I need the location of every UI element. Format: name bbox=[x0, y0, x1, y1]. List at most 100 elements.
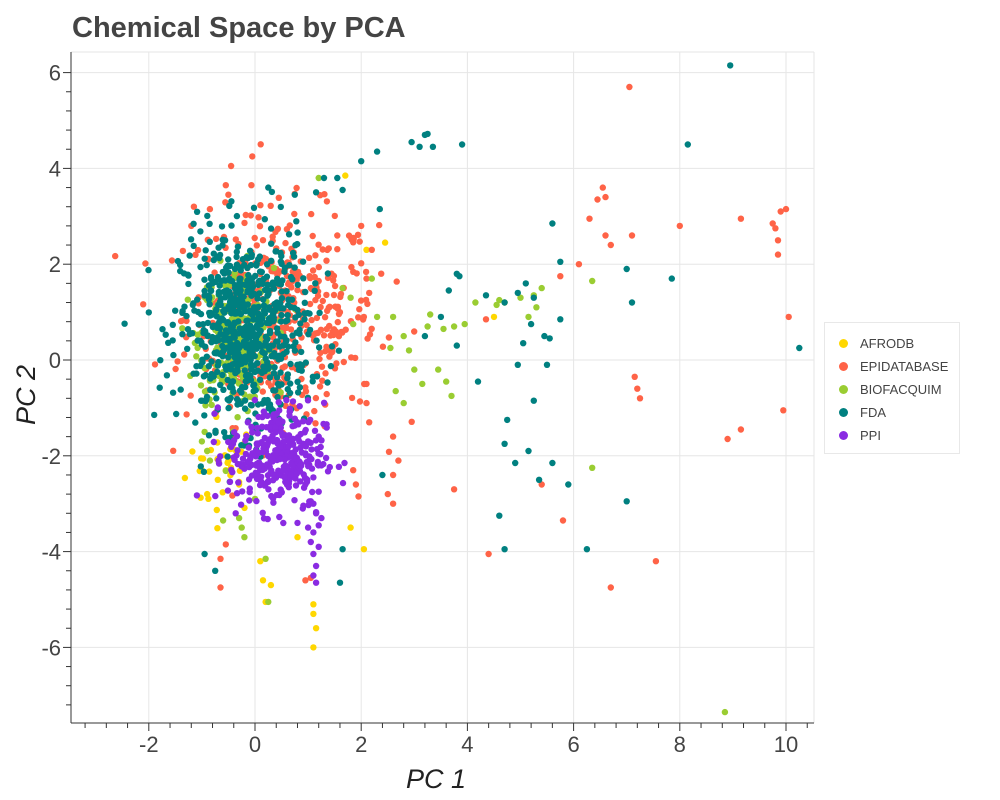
ppi-point bbox=[244, 419, 251, 426]
fda-point bbox=[358, 158, 365, 165]
legend-item-ppi[interactable]: PPI bbox=[839, 426, 881, 444]
epidatabase-point bbox=[607, 584, 614, 591]
ppi-point bbox=[262, 481, 269, 489]
epidatabase-point bbox=[323, 390, 330, 398]
biofacquim-point bbox=[262, 555, 269, 562]
biofacquim-point bbox=[517, 294, 524, 301]
ppi-point bbox=[307, 416, 314, 423]
legend-item-epidatabase[interactable]: EPIDATABASE bbox=[839, 357, 948, 375]
fda-point bbox=[278, 288, 285, 295]
ppi-point bbox=[193, 492, 201, 499]
fda-point bbox=[501, 299, 508, 306]
epidatabase-point bbox=[308, 210, 315, 218]
fda-point bbox=[226, 291, 234, 298]
fda-point bbox=[204, 212, 211, 220]
ppi-point bbox=[281, 456, 288, 463]
epidatabase-point bbox=[177, 317, 185, 325]
epidatabase-point bbox=[364, 300, 371, 308]
ppi-point bbox=[275, 399, 282, 406]
y-tick-label: -6 bbox=[41, 635, 61, 660]
epidatabase-point bbox=[586, 215, 593, 222]
fda-point bbox=[290, 343, 297, 350]
y-tick-label: 2 bbox=[49, 252, 61, 277]
epidatabase-point bbox=[330, 291, 338, 299]
ppi-point bbox=[293, 470, 300, 477]
fda-point bbox=[525, 447, 532, 455]
afrodb-point bbox=[259, 577, 267, 584]
epidatabase-point bbox=[362, 268, 370, 276]
fda-point bbox=[224, 376, 231, 384]
epidatabase-point bbox=[262, 255, 270, 263]
legend-item-biofacquim[interactable]: BIOFACQUIM bbox=[839, 380, 942, 398]
fda-point bbox=[242, 372, 250, 379]
ppi-point bbox=[292, 446, 299, 453]
legend-item-afrodb[interactable]: AFRODB bbox=[839, 334, 914, 352]
ppi-point bbox=[304, 397, 312, 404]
ppi-point bbox=[268, 467, 275, 474]
biofacquim-point bbox=[389, 313, 397, 321]
fda-point bbox=[181, 303, 188, 310]
fda-point bbox=[429, 143, 437, 150]
x-axis-title: PC 1 bbox=[406, 764, 466, 794]
fda-point bbox=[233, 212, 241, 220]
afrodb-point bbox=[312, 625, 320, 632]
fda-point bbox=[328, 343, 336, 350]
fda-point bbox=[294, 229, 301, 236]
chart-title: Chemical Space by PCA bbox=[72, 12, 406, 44]
fda-point bbox=[190, 242, 197, 250]
fda-point bbox=[268, 188, 276, 196]
fda-point bbox=[197, 263, 204, 271]
ppi-point bbox=[339, 479, 347, 487]
fda-point bbox=[193, 363, 200, 370]
ppi-point bbox=[273, 410, 280, 417]
biofacquim-point bbox=[450, 323, 458, 330]
fda-point bbox=[243, 317, 250, 324]
fda-point bbox=[416, 143, 423, 150]
fda-point bbox=[274, 380, 282, 388]
epidatabase-point bbox=[385, 334, 393, 341]
epidatabase-point bbox=[255, 214, 262, 221]
biofacquim-point bbox=[435, 366, 442, 373]
epidatabase-point bbox=[179, 247, 187, 255]
biofacquim-point bbox=[427, 311, 434, 318]
fda-point bbox=[214, 273, 222, 281]
epidatabase-point bbox=[294, 286, 301, 294]
ppi-point bbox=[294, 435, 302, 442]
fda-point bbox=[504, 416, 511, 424]
fda-point bbox=[223, 329, 231, 336]
ppi-point bbox=[261, 434, 268, 442]
fda-point bbox=[218, 223, 226, 230]
fda-point bbox=[241, 397, 249, 404]
fda-point bbox=[274, 329, 281, 336]
afrodb-point bbox=[219, 489, 226, 496]
epidatabase-point bbox=[350, 467, 357, 474]
ppi-point bbox=[341, 459, 348, 467]
fda-point bbox=[244, 301, 252, 308]
fda-point bbox=[243, 254, 250, 261]
fda-point bbox=[250, 204, 258, 211]
legend-item-fda[interactable]: FDA bbox=[839, 403, 886, 421]
ppi-point bbox=[290, 441, 297, 448]
epidatabase-point bbox=[384, 490, 391, 498]
legend-swatch bbox=[839, 407, 848, 417]
afrodb-point bbox=[213, 506, 220, 514]
biofacquim-point bbox=[400, 332, 407, 340]
ppi-point bbox=[224, 487, 232, 494]
fda-point bbox=[312, 280, 319, 287]
fda-point bbox=[496, 512, 503, 519]
ppi-point bbox=[292, 482, 300, 489]
fda-point bbox=[229, 328, 236, 336]
fda-point bbox=[145, 266, 152, 274]
fda-point bbox=[514, 361, 521, 368]
fda-point bbox=[294, 240, 301, 248]
fda-point bbox=[522, 280, 529, 287]
fda-point bbox=[205, 432, 213, 439]
fda-point bbox=[217, 295, 225, 302]
fda-point bbox=[228, 310, 235, 317]
epidatabase-point bbox=[780, 407, 787, 414]
biofacquim-point bbox=[193, 353, 200, 360]
ppi-point bbox=[226, 478, 234, 486]
fda-point bbox=[245, 341, 252, 348]
biofacquim-point bbox=[184, 296, 191, 303]
